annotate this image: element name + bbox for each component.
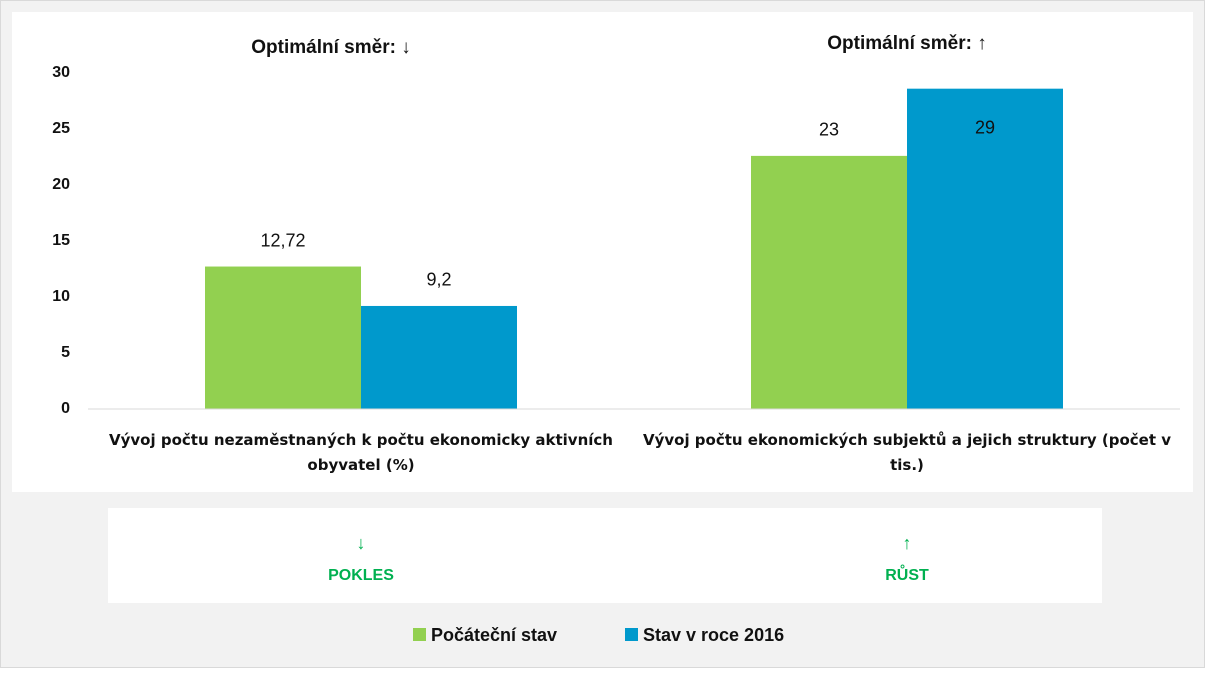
y-tick-label: 0 xyxy=(61,400,70,417)
legend-swatch xyxy=(413,628,426,641)
bar xyxy=(907,88,1063,410)
y-tick-label: 30 xyxy=(52,64,70,81)
data-label: 9,2 xyxy=(426,270,451,290)
y-tick-label: 20 xyxy=(52,176,70,193)
x-tick-label-box: Vývoj počtu ekonomických subjektů a jeji… xyxy=(642,431,1172,474)
x-tick-label: Vývoj počtu ekonomických subjektů a jeji… xyxy=(642,431,1172,474)
bar xyxy=(205,266,361,409)
annotation: Optimální směr: ↑ xyxy=(827,33,986,54)
indicator-panel xyxy=(108,508,1102,603)
legend-label: Počáteční stav xyxy=(431,625,557,645)
x-tick-label-box: Vývoj počtu nezaměstnaných k počtu ekono… xyxy=(109,431,613,474)
y-tick-label: 5 xyxy=(61,344,70,361)
data-label: 23 xyxy=(819,120,839,140)
bar xyxy=(361,305,517,409)
indicator-label: POKLES xyxy=(328,567,394,584)
annotation: Optimální směr: ↓ xyxy=(251,37,410,58)
y-tick-label: 25 xyxy=(52,120,70,137)
y-tick-label: 10 xyxy=(52,288,70,305)
data-label: 29 xyxy=(975,117,995,137)
indicator-arrow: ↓ xyxy=(357,533,366,553)
bar xyxy=(751,155,907,409)
indicator-arrow: ↑ xyxy=(903,533,912,553)
indicator-label: RŮST xyxy=(885,564,929,584)
y-tick-label: 15 xyxy=(52,232,70,249)
x-tick-label: Vývoj počtu nezaměstnaných k počtu ekono… xyxy=(109,431,613,474)
data-label: 12,72 xyxy=(260,230,305,250)
legend-swatch xyxy=(625,628,638,641)
legend-label: Stav v roce 2016 xyxy=(643,625,784,645)
